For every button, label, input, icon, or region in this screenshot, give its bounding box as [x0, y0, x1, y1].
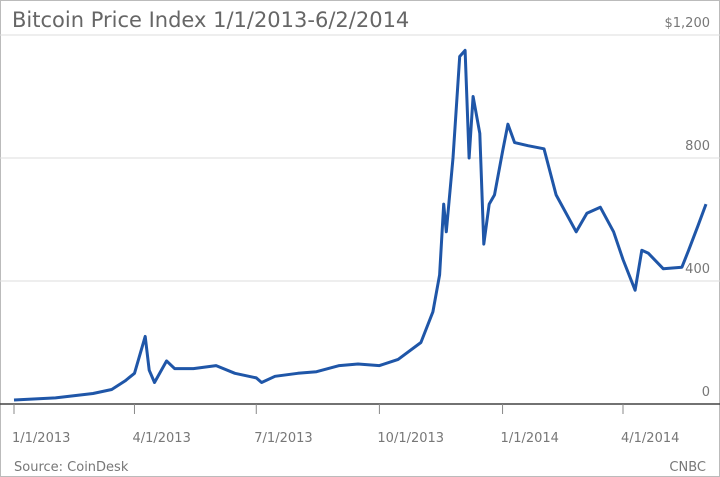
source: Source: CoinDesk: [14, 460, 129, 475]
x-tick-label: 4/1/2013: [132, 431, 190, 446]
credit: CNBC: [669, 460, 706, 475]
y-tick-label: 0: [702, 385, 710, 400]
price-line: [13, 48, 708, 402]
x-tick-label: 7/1/2013: [254, 431, 312, 446]
x-tick-label: 4/1/2014: [621, 431, 679, 446]
chart-title: Bitcoin Price Index 1/1/2013-6/2/2014: [12, 8, 409, 32]
x-tick-label: 1/1/2013: [12, 431, 70, 446]
x-tick-label: 10/1/2013: [377, 431, 444, 446]
y-tick-label: 800: [685, 139, 710, 154]
y-tick-label: 400: [685, 262, 710, 277]
x-tick-label: 1/1/2014: [501, 431, 559, 446]
y-tick-label: $1,200: [665, 16, 711, 31]
